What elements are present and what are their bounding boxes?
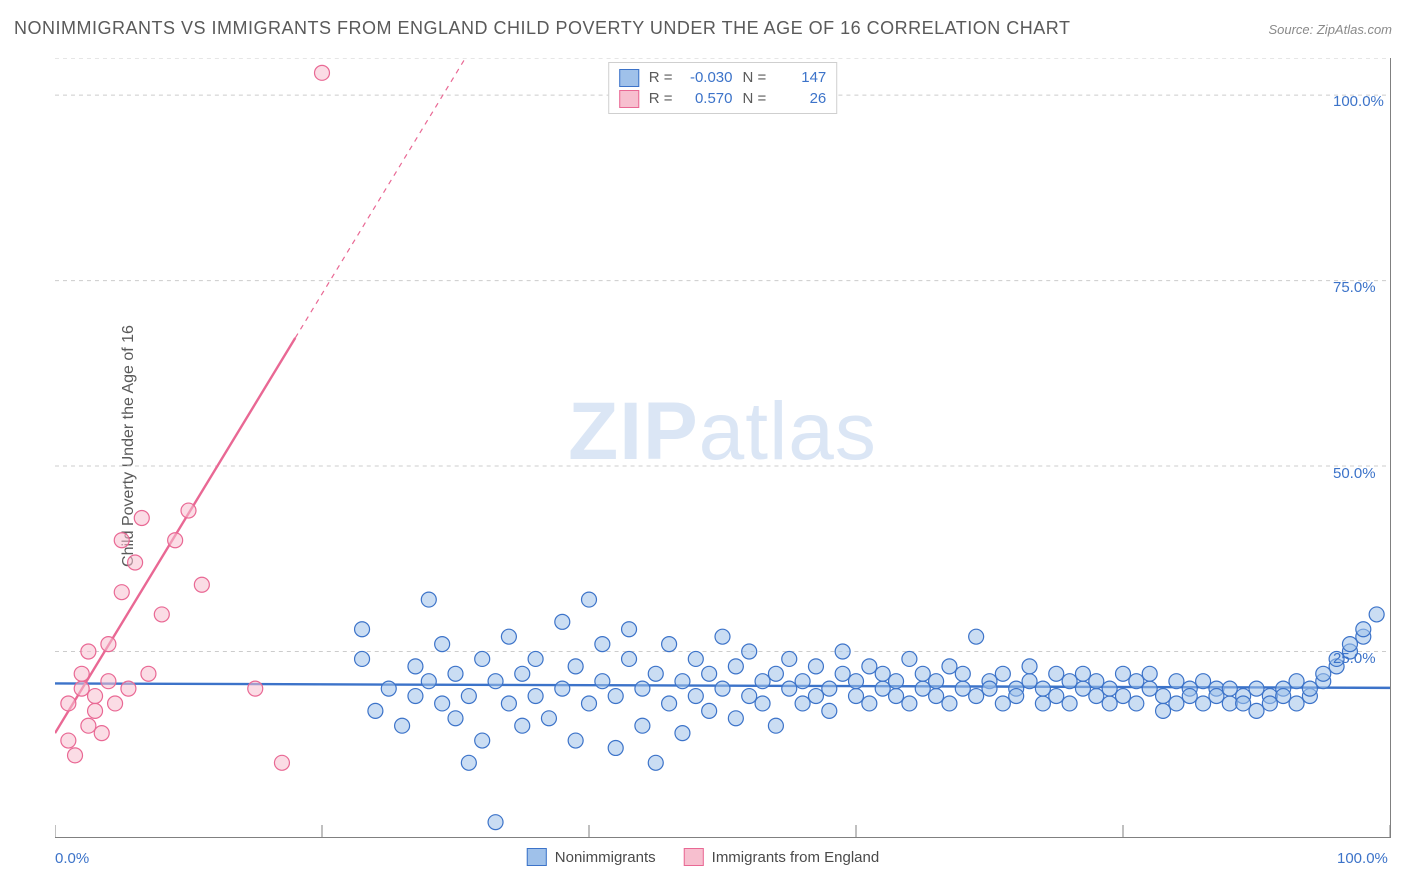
n-label: N =: [743, 67, 767, 88]
r-label: R =: [649, 67, 673, 88]
bottom-legend-item: Immigrants from England: [684, 848, 880, 866]
y-tick-label: 50.0%: [1333, 465, 1376, 482]
plot-svg: [55, 58, 1390, 837]
stats-legend-row: R = -0.030 N = 147: [619, 67, 827, 88]
legend-swatch: [684, 848, 704, 866]
y-tick-label: 100.0%: [1333, 93, 1384, 110]
legend-label: Immigrants from England: [712, 849, 880, 866]
chart-root: NONIMMIGRANTS VS IMMIGRANTS FROM ENGLAND…: [0, 0, 1406, 892]
bottom-legend-item: Nonimmigrants: [527, 848, 656, 866]
legend-swatch: [619, 90, 639, 108]
x-tick-label: 100.0%: [1337, 850, 1388, 867]
n-value: 147: [776, 67, 826, 88]
bottom-legend: Nonimmigrants Immigrants from England: [527, 848, 879, 866]
source-label: Source: ZipAtlas.com: [1268, 22, 1392, 37]
legend-swatch: [527, 848, 547, 866]
r-value: -0.030: [683, 67, 733, 88]
x-tick-label: 0.0%: [55, 850, 89, 867]
y-tick-label: 25.0%: [1333, 650, 1376, 667]
legend-swatch: [619, 69, 639, 87]
r-label: R =: [649, 88, 673, 109]
legend-label: Nonimmigrants: [555, 849, 656, 866]
chart-title: NONIMMIGRANTS VS IMMIGRANTS FROM ENGLAND…: [14, 18, 1070, 39]
n-value: 26: [776, 88, 826, 109]
r-value: 0.570: [683, 88, 733, 109]
plot-area: ZIPatlas R =-0.030N =147R =0.570N =26: [55, 58, 1391, 838]
stats-legend: R = -0.030 N = 147 R = 0.570 N = 26: [608, 62, 838, 114]
n-label: N =: [743, 88, 767, 109]
y-tick-label: 75.0%: [1333, 279, 1376, 296]
stats-legend-row: R = 0.570 N = 26: [619, 88, 827, 109]
